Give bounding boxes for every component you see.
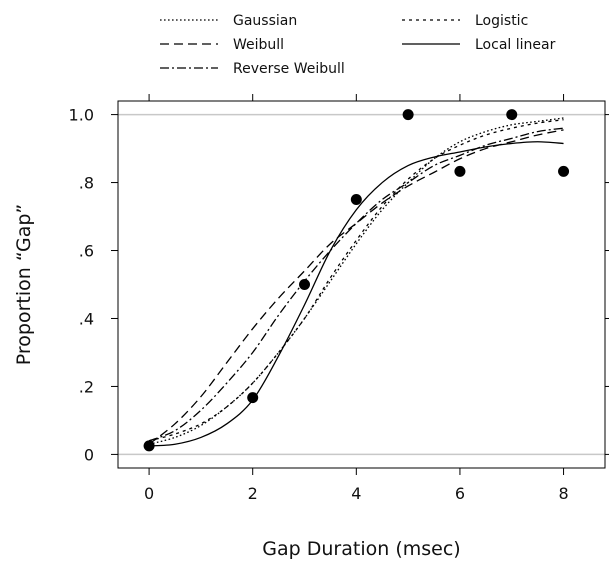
x-tick-label: 8 [558, 484, 568, 503]
x-tick-label: 4 [351, 484, 361, 503]
y-axis: 0 .2 .4 .6 .8 1.0 [69, 106, 609, 464]
curve-local-linear [149, 141, 564, 447]
legend-label: Reverse Weibull [233, 61, 345, 77]
data-point [143, 440, 155, 452]
legend-label: Weibull [233, 37, 284, 53]
x-tick-label: 6 [455, 484, 465, 503]
data-point [402, 109, 414, 121]
fitted-curves [148, 117, 564, 447]
legend-label: Logistic [475, 13, 528, 29]
reference-lines [118, 113, 605, 456]
y-tick-label: .4 [79, 309, 94, 328]
y-tick-label: .8 [79, 174, 94, 193]
curve-reverse-weibull [148, 127, 564, 442]
data-points [143, 109, 570, 452]
x-axis-title: Gap Duration (msec) [262, 538, 460, 560]
data-point [558, 165, 570, 177]
y-tick-label: 0 [84, 445, 94, 464]
x-tick-label: 2 [248, 484, 258, 503]
x-tick-label: 0 [144, 484, 154, 503]
curve-logistic [148, 119, 564, 442]
curve-gaussian [148, 117, 564, 445]
data-point [299, 279, 311, 290]
curve-weibull [148, 129, 564, 445]
x-axis: 0 2 4 6 8 [144, 94, 569, 503]
y-tick-label: .6 [79, 242, 94, 261]
y-tick-label: 1.0 [69, 106, 94, 125]
data-point [506, 109, 518, 121]
data-point [454, 165, 466, 177]
plot-frame [117, 100, 606, 469]
legend-label: Gaussian [233, 13, 297, 29]
y-axis-title: Proportion “Gap” [13, 204, 35, 366]
data-point [350, 194, 362, 206]
y-tick-label: .2 [79, 377, 94, 396]
data-point [247, 392, 259, 404]
legend-label: Local linear [475, 37, 556, 53]
legend: Gaussian Weibull Reverse Weibull Logistic Lo… [160, 13, 556, 77]
